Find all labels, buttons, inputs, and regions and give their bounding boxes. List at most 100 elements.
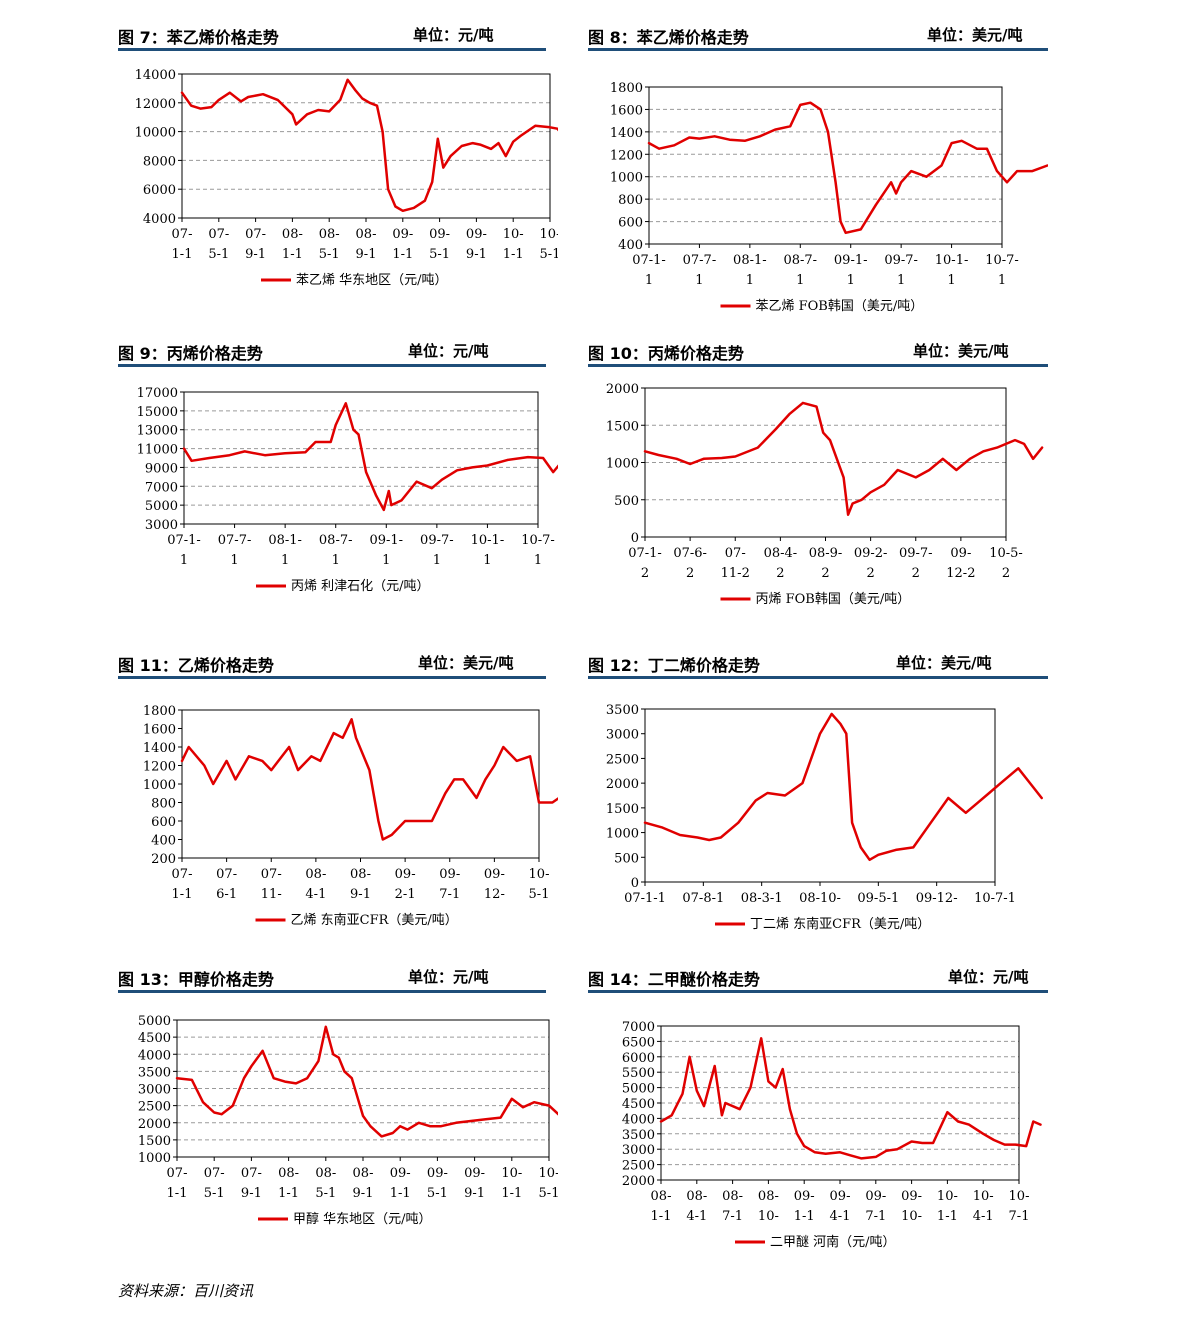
panel-header: 图 10：丙烯价格走势 单位：美元/吨 [588,338,1048,367]
data-point [1014,1143,1017,1146]
x-tick-label: 09- [794,1189,815,1204]
data-point [254,94,257,97]
y-tick-label: 9000 [145,461,178,476]
legend-label: 乙烯 东南亚CFR（美元/吨） [291,912,458,928]
data-point [552,471,554,473]
x-tick-label: 07-7- [683,253,717,268]
x-tick-label: 1-1 [937,1209,958,1224]
x-tick-label: 12- [484,887,505,902]
data-point [424,199,426,202]
data-point [317,1060,320,1062]
data-point [187,746,190,748]
data-point [262,93,264,95]
data-point [1016,170,1018,172]
chart-dme-henan: 2000 2500 3000 3500 4000 4500 5000 5500 6000 6500… [588,1008,1048,1258]
data-point [243,450,246,453]
x-tick-label: 1 [433,553,441,568]
data-point [346,78,349,81]
data-point [365,471,367,473]
data-point [720,457,723,459]
data-point [644,821,646,824]
y-tick-label: 13000 [137,424,178,439]
x-tick-label: 1 [534,553,542,568]
x-tick-label: 07- [725,546,746,561]
data-point [442,166,445,169]
data-point [499,1116,502,1119]
y-tick-label: 1200 [610,148,643,163]
y-tick-label: 1500 [138,1134,171,1149]
x-tick-label: 09-7- [420,533,454,548]
data-point [895,192,897,195]
data-point [940,164,943,167]
data-point [334,424,337,426]
x-tick-label: 2 [776,566,784,581]
data-point [295,1082,297,1085]
legend-label: 丁二烯 东南亚CFR（美元/吨） [750,916,930,932]
data-point [815,405,818,408]
plot-frame [181,709,540,859]
y-tick-label: 1600 [143,723,176,738]
figure-title: 图 14：二甲醚价格走势 [588,970,760,989]
data-point [295,123,297,126]
data-point [317,109,319,111]
data-point [243,1077,245,1080]
x-tick-label: 08- [305,867,326,882]
data-point [803,1145,805,1147]
data-point [529,755,531,758]
legend-label: 苯乙烯 FOB韩国（美元/吨） [756,299,924,314]
data-point [844,231,847,234]
x-tick-label: 5-1 [539,1186,558,1201]
data-point [470,1120,472,1122]
data-point [1017,767,1020,770]
x-tick-label: 09- [395,867,416,882]
data-point [648,142,650,144]
data-point [248,755,250,758]
chart-propylene-fob-korea: 0 500 1000 1500 2000 07-1- 2 07-6- 2 07- 11-2 08-4-… [588,376,1048,608]
y-tick-label: 2000 [606,382,639,397]
data-point [332,1053,335,1056]
data-point [319,760,322,762]
data-point [225,760,228,762]
data-point [869,491,872,494]
x-tick-label: 9-1 [241,1186,262,1201]
y-tick-label: 5000 [622,1082,655,1097]
data-point [328,110,330,113]
x-tick-label: 08- [722,1189,743,1204]
x-tick-label: 1-1 [172,887,193,902]
y-tick-label: 6000 [143,183,176,198]
series-line [182,402,558,512]
y-tick-label: 600 [618,216,643,231]
data-point [822,431,825,434]
x-tick-label: 1-1 [392,247,413,262]
x-tick-label: 1 [796,273,804,288]
x-tick-label: 7-1 [439,887,460,902]
data-point [399,1125,402,1127]
x-tick-label: 10- [539,1166,558,1181]
data-point [696,1089,698,1092]
figure-title: 图 10：丙烯价格走势 [588,344,744,363]
x-tick-label: 1 [897,273,905,288]
x-tick-label: 9-1 [350,887,371,902]
figure-unit: 单位：美元/吨 [913,342,1009,360]
x-tick-label: 09- [392,227,413,242]
x-tick-label: 07-7- [218,533,252,548]
y-tick-label: 5500 [622,1066,655,1081]
y-tick-label: 4500 [138,1031,171,1046]
data-point [860,228,862,231]
figure-title: 图 11：乙烯价格走势 [118,656,274,675]
data-point [993,1139,995,1141]
data-point [297,769,299,771]
data-point [976,802,979,804]
data-point [232,1104,234,1107]
data-point [490,148,492,150]
x-tick-label: 2 [866,566,874,581]
data-point [1032,457,1034,460]
data-point [947,797,950,799]
data-point [341,736,344,739]
data-point [819,732,821,735]
x-tick-label: 1 [695,273,703,288]
data-point [505,155,507,157]
data-point [497,142,500,144]
x-tick-label: 07-8-1 [682,891,724,906]
y-tick-label: 2500 [606,752,639,767]
